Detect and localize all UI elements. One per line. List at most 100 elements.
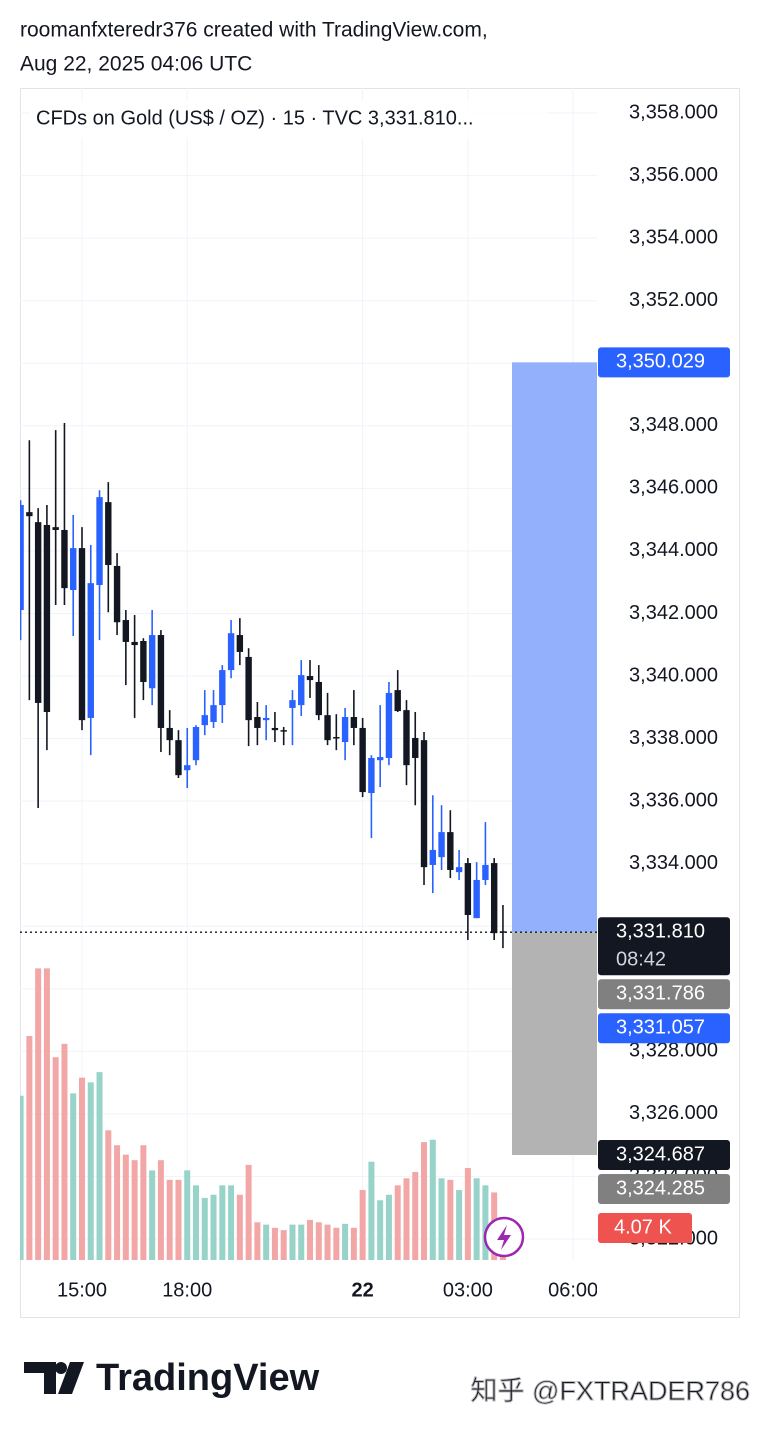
candle-body [376,757,384,761]
volume-bar [184,1170,191,1260]
volume-bar [114,1145,121,1260]
y-tick-label: 3,348.000 [629,414,718,436]
chart-frame [20,88,740,1318]
price-label: 3,331.786 [616,982,705,1004]
volume-bar [456,1190,463,1260]
price-label-box [598,347,730,378]
volume-bar [263,1224,270,1260]
volume-bar [368,1161,375,1260]
volume-bar [131,1160,138,1260]
volume-bar [122,1154,129,1260]
y-tick-label: 3,346.000 [629,477,718,499]
candle-body [341,717,349,743]
candle-body [26,512,33,517]
y-tick-label: 3,334.000 [629,852,718,874]
volume-bar [412,1171,419,1260]
volume-label: 4.07 K [614,1216,672,1238]
candle-body [359,727,366,793]
brand: TradingView [96,1357,320,1399]
volume-bar [193,1185,199,1260]
candle-body [271,727,279,731]
y-tick-label: 3,338.000 [629,727,718,749]
y-tick-label: 3,358.000 [629,101,718,123]
candle-body [499,931,507,933]
candle-body [368,757,375,794]
volume-bar [140,1145,147,1260]
candle-body [105,502,112,565]
candle-body [420,740,428,868]
candle-body [52,527,59,530]
candle-body [131,641,138,646]
y-tick-label: 3,356.000 [629,164,718,186]
price-labels: 3,350.029 3,331.810 08:42 3,331.786 3,331.05… [598,347,730,1244]
candle-body [473,879,480,919]
candle-body [403,710,410,766]
candle-body [315,681,322,716]
candle-body [20,504,24,611]
candle-body [306,676,314,681]
time-axis: 15:00 18:00 22 03:00 06:00 [57,1279,597,1301]
tradingview-logo: TradingView [24,1357,320,1399]
volume-bar [271,1227,278,1260]
volume-label-box [598,1213,692,1244]
candle-body [385,692,393,758]
volume-bar [166,1179,173,1260]
price-label-box [598,917,730,976]
volume-bar [43,968,50,1260]
volume-bar [421,1142,428,1260]
price-label: 3,324.687 [616,1143,705,1165]
candle-body [210,705,217,723]
volume-bar [342,1223,349,1260]
x-tick-label: 15:00 [57,1279,107,1301]
volume-bar [324,1224,331,1260]
price-label-box [598,979,730,1010]
candle-body [122,620,130,642]
candle-body [140,641,147,682]
volume-bar [210,1194,217,1260]
candle-body [447,832,454,870]
candle-body [175,740,182,776]
volume-bar [315,1222,322,1260]
volume-bar [394,1185,401,1260]
volume-bar [289,1224,296,1260]
profit-zone [512,362,597,933]
volume-bar [201,1197,208,1260]
volume-bar [157,1160,164,1260]
candle-body [166,727,173,741]
candle-body [298,675,305,706]
candle-body [219,670,226,706]
candle-body [482,864,489,880]
logo-dot [55,1362,67,1374]
volume-bar [307,1219,314,1260]
candle-body [464,863,472,915]
volume-bar [105,1130,112,1260]
volume-bar [429,1139,436,1260]
y-tick-label: 3,354.000 [629,226,718,248]
volume-bar [70,1093,77,1260]
candle-body [96,497,103,586]
candle-body [490,863,498,934]
volume-bar [385,1194,392,1260]
x-tick-label: 22 [352,1279,374,1301]
volume-bar [20,1095,24,1260]
candle-body [245,656,252,721]
y-tick-label: 3,342.000 [629,602,718,624]
candle-body [157,635,165,728]
logo-t [24,1362,56,1394]
y-tick-label: 3,352.000 [629,289,718,311]
candle-body [192,727,200,761]
header-line: roomanfxteredr376 created with TradingVi… [20,19,488,42]
legend: CFDs on Gold (US$ / OZ) · 15 · TVC 3,331… [36,107,474,129]
legend-background [30,100,548,138]
volume-bar [96,1072,103,1260]
candle-body [70,548,77,591]
candle-body [78,548,86,721]
volume-bar [245,1164,252,1260]
volume-bar [447,1179,454,1260]
candle-body [184,765,191,771]
candle-body [324,715,331,741]
price-label: 3,331.057 [616,1016,705,1038]
price-label-box [598,1013,730,1044]
candle-body [262,717,270,721]
price-label: 3,324.285 [616,1177,705,1199]
